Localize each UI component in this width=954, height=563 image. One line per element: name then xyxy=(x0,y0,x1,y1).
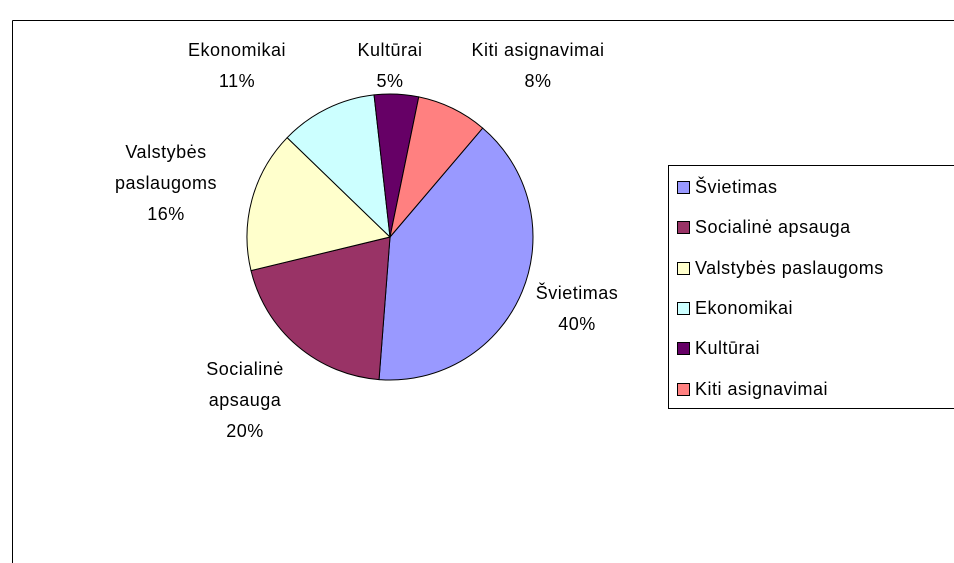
legend-label: Kultūrai xyxy=(695,338,761,359)
pie-slice xyxy=(378,127,534,381)
data-label-value: 5% xyxy=(376,71,404,91)
data-label: Kiti asignavimai 8% xyxy=(438,35,638,97)
legend-swatch xyxy=(677,221,690,235)
legend-label: Socialinė apsauga xyxy=(695,217,851,238)
pie-slice xyxy=(246,136,392,272)
legend-swatch xyxy=(677,301,690,315)
data-label-name: Kultūrai xyxy=(357,40,423,60)
legend: Švietimas Socialinė apsauga Valstybės pasl… xyxy=(668,165,954,409)
pie-slice xyxy=(250,236,391,381)
legend-item: Švietimas xyxy=(677,177,778,198)
legend-label: Kiti asignavimai xyxy=(695,378,829,399)
data-label-name: Valstybės paslaugoms xyxy=(114,142,218,193)
data-label-name: Ekonomikai xyxy=(187,40,287,60)
legend-swatch xyxy=(677,181,690,194)
data-label: Socialinė apsauga 20% xyxy=(190,354,300,447)
pie-slice xyxy=(389,96,484,238)
data-label: Ekonomikai 11% xyxy=(167,35,307,97)
legend-swatch xyxy=(677,342,690,356)
data-label-value: 40% xyxy=(558,314,596,334)
legend-label: Ekonomikai xyxy=(695,297,794,318)
legend-swatch xyxy=(677,261,690,275)
legend-item: Kiti asignavimai xyxy=(677,379,828,400)
legend-item: Valstybės paslaugoms xyxy=(677,258,884,279)
pie-slice xyxy=(286,94,391,239)
data-label-name: Socialinė apsauga xyxy=(206,359,284,410)
data-label-value: 20% xyxy=(226,421,264,441)
data-label: Kultūrai 5% xyxy=(340,35,440,97)
legend-swatch xyxy=(677,382,690,396)
data-label-value: 16% xyxy=(147,204,185,224)
legend-label: Valstybės paslaugoms xyxy=(695,257,884,278)
legend-label: Švietimas xyxy=(695,177,778,197)
legend-item: Kultūrai xyxy=(677,338,760,359)
data-label: Valstybės paslaugoms 16% xyxy=(96,137,236,230)
data-label-value: 8% xyxy=(524,71,552,91)
data-label-name: Švietimas xyxy=(535,283,619,303)
data-label-value: 11% xyxy=(218,71,256,91)
legend-item: Ekonomikai xyxy=(677,298,793,319)
data-label-name: Kiti asignavimai xyxy=(471,40,605,60)
legend-item: Socialinė apsauga xyxy=(677,217,851,238)
data-label: Švietimas 40% xyxy=(517,278,637,340)
